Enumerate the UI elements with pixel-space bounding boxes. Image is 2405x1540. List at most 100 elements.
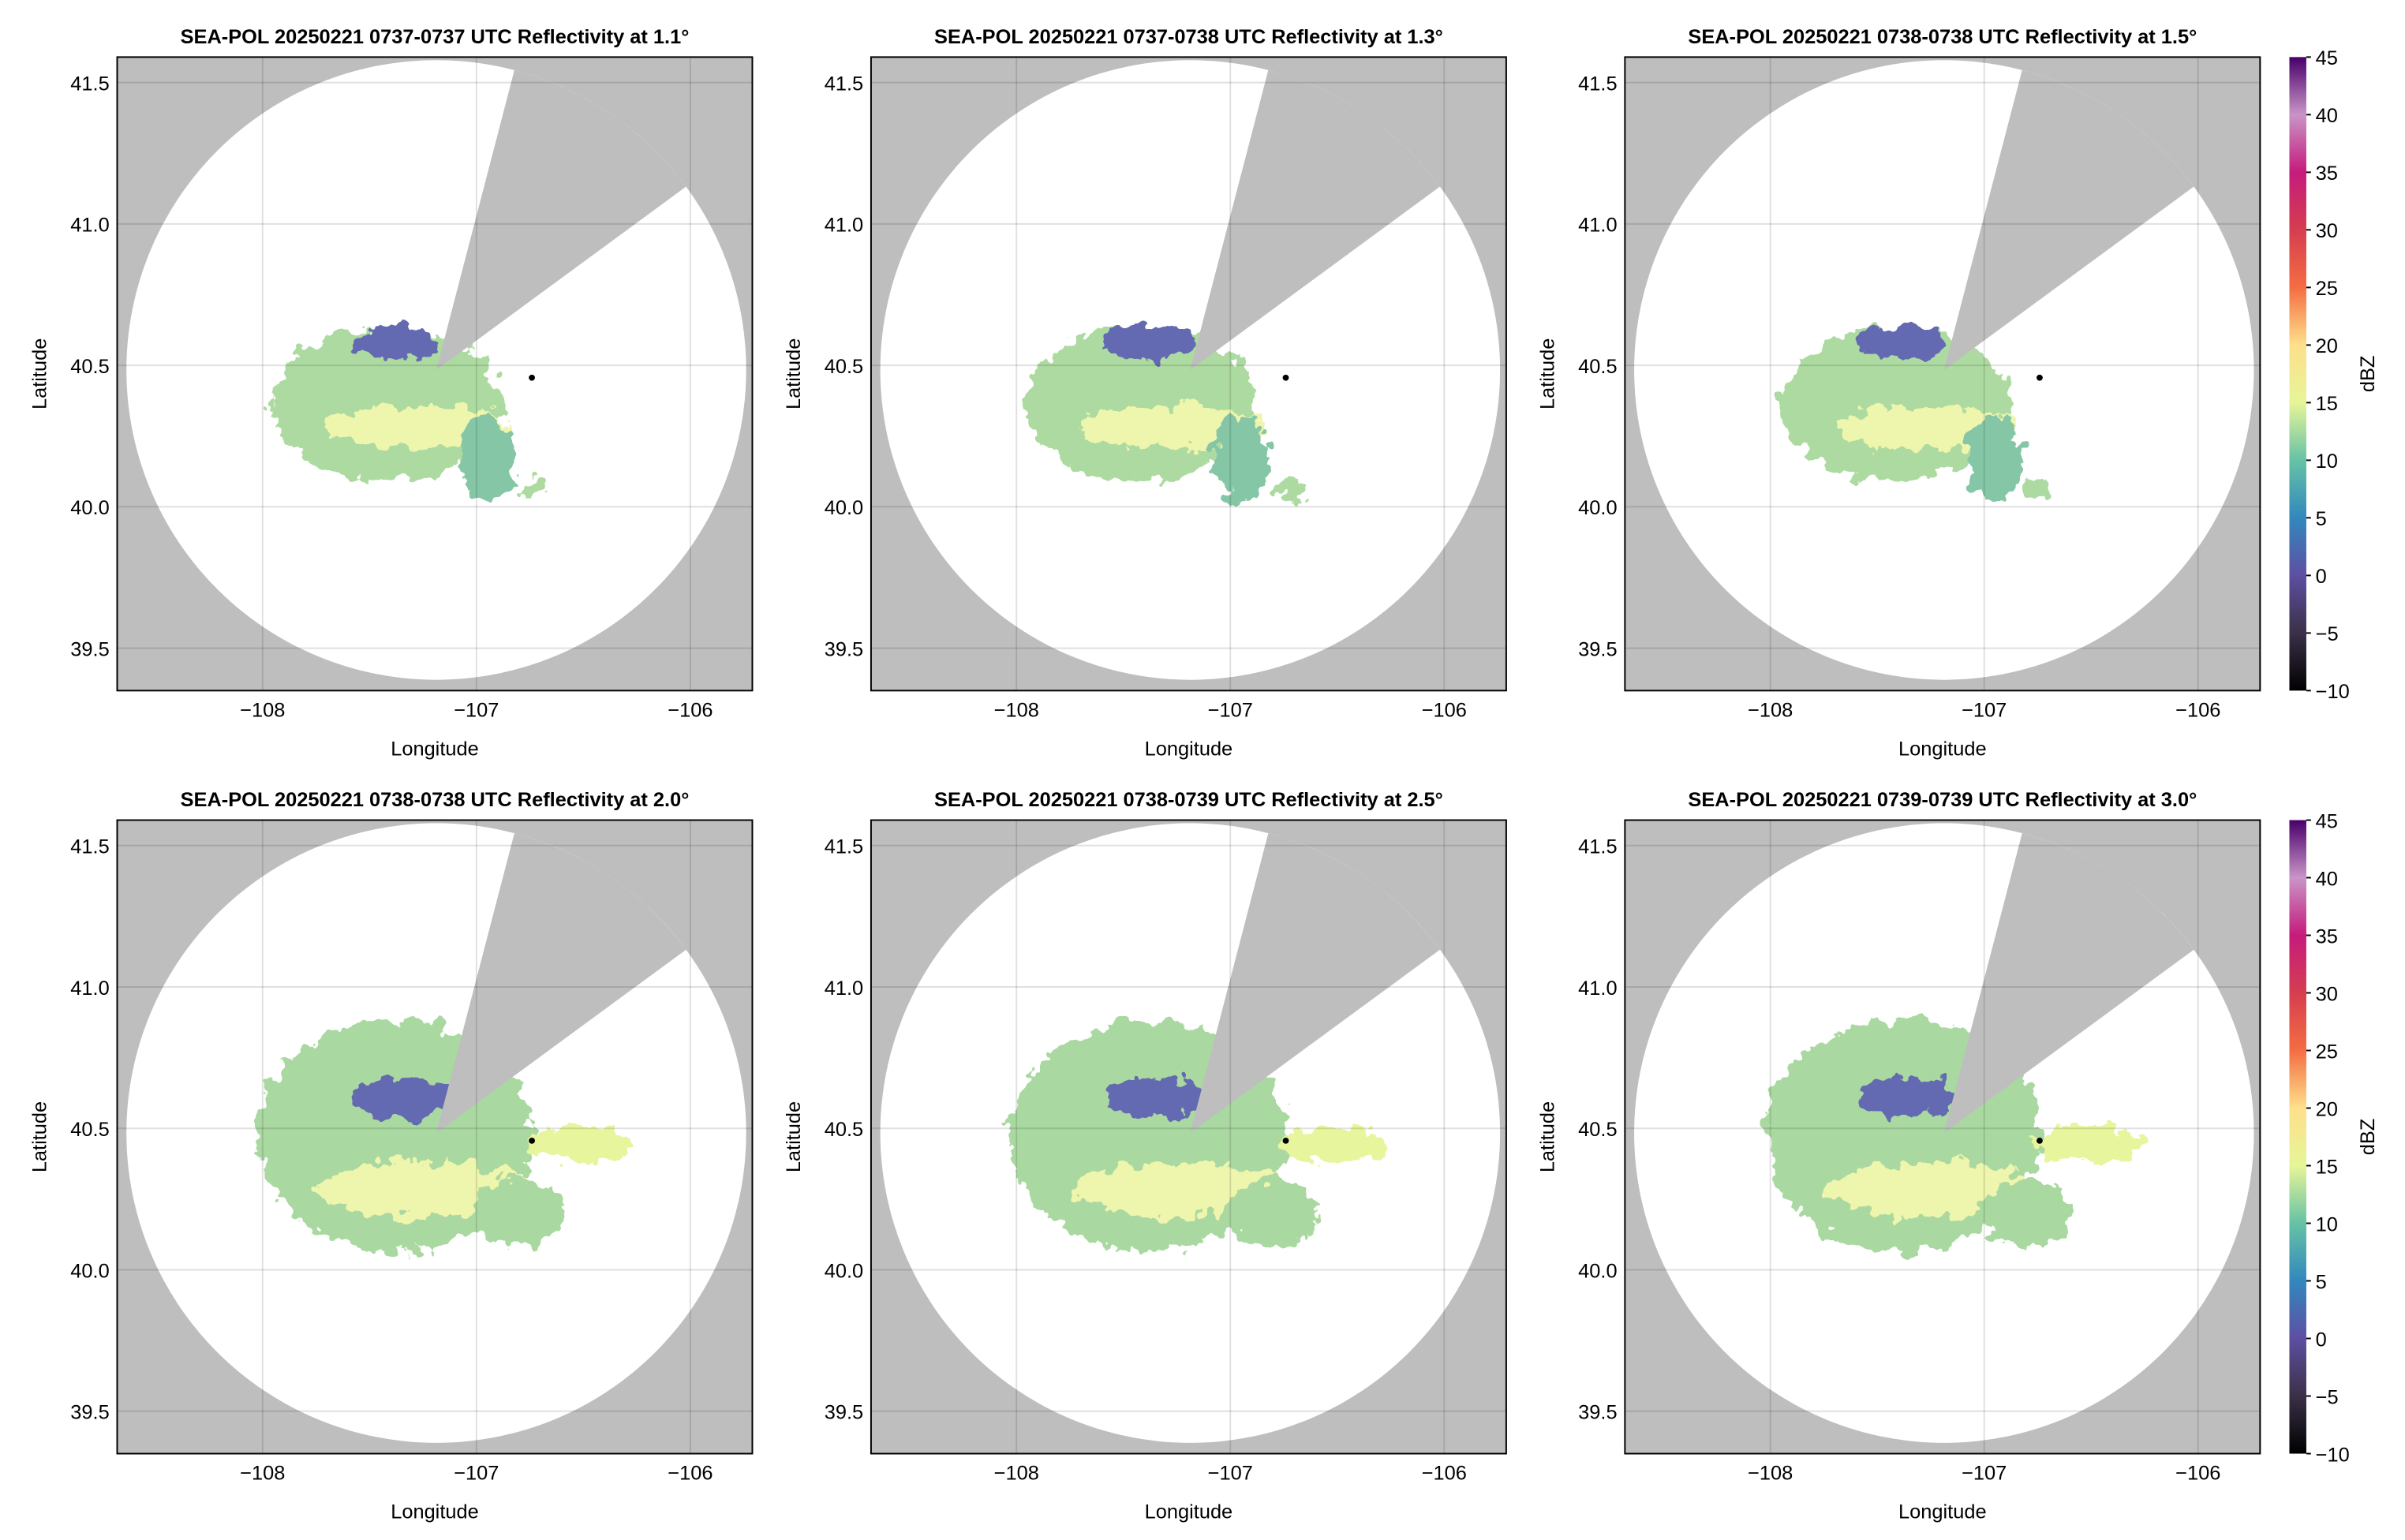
axes-frame — [870, 56, 1507, 692]
echo — [1967, 414, 2023, 502]
site-marker — [1282, 374, 1289, 381]
colorbar-tick-label: 25 — [2316, 1041, 2338, 1063]
echo — [1106, 1077, 1206, 1118]
axes-frame — [1624, 56, 2261, 692]
echo — [459, 414, 515, 502]
blocked-sector — [436, 69, 686, 370]
y-axis-label: Latitude — [783, 1101, 805, 1172]
blocked-sector — [1190, 833, 1440, 1134]
x-tick-label: −106 — [668, 1463, 713, 1485]
x-tick-label: −107 — [1962, 1463, 2007, 1485]
blocked-sector — [1190, 69, 1440, 370]
y-tick-label: 40.0 — [70, 1260, 109, 1282]
y-tick-label: 39.5 — [70, 638, 109, 660]
chart-title: SEA-POL 20250221 0737-0737 UTC Reflectiv… — [181, 26, 690, 48]
y-tick-label: 40.5 — [825, 356, 863, 378]
echo — [1279, 1125, 1388, 1163]
colorbar-tick-label: 30 — [2316, 983, 2338, 1005]
echo — [1213, 414, 1270, 502]
panel: −108 −107 −106 39.5 40.0 40.5 41.0 41.5 SEA-POL … — [29, 26, 754, 760]
x-tick-label: −106 — [668, 700, 713, 722]
y-tick-label: 41.0 — [1578, 977, 1617, 1000]
colorbar-tick-label: −10 — [2316, 681, 2350, 703]
echo — [471, 1179, 565, 1247]
reflectivity-field — [271, 325, 549, 502]
x-axis-label: Longitude — [1145, 738, 1233, 760]
y-tick-label: 41.0 — [1578, 215, 1617, 237]
y-tick-label: 40.0 — [1578, 1260, 1617, 1282]
x-axis-label: Longitude — [391, 738, 479, 760]
echo — [526, 1125, 634, 1163]
x-tick-label: −106 — [2175, 700, 2220, 722]
colorbar-tick-label: 0 — [2316, 1329, 2327, 1351]
x-tick-label: −107 — [1208, 700, 1253, 722]
colorbar-tick-label: 15 — [2316, 393, 2338, 415]
axes-frame — [1624, 819, 2261, 1455]
colorbar-tick-label: −10 — [2316, 1444, 2350, 1466]
x-tick-label: −108 — [1748, 1463, 1793, 1485]
x-axis-label: Longitude — [1898, 738, 1987, 760]
colorbar-tick-label: 20 — [2316, 335, 2338, 357]
colorbar-tick-label: 5 — [2316, 1271, 2327, 1293]
chart-title: SEA-POL 20250221 0738-0738 UTC Reflectiv… — [1688, 26, 2197, 48]
colorbar-tick-label: −5 — [2316, 623, 2339, 645]
panel: −108 −107 −106 39.5 40.0 40.5 41.0 41.5 SEA-POL … — [29, 789, 754, 1523]
y-tick-label: 39.5 — [70, 1402, 109, 1424]
x-tick-label: −107 — [1962, 700, 2007, 722]
x-tick-label: −107 — [1208, 1463, 1253, 1485]
echo — [1271, 479, 1303, 499]
echo — [1861, 1077, 1960, 1118]
y-axis-label: Latitude — [1536, 338, 1558, 409]
y-tick-label: 39.5 — [825, 1402, 863, 1424]
reflectivity-field — [1764, 1020, 2141, 1252]
colorbar-tick-label: −5 — [2316, 1386, 2339, 1408]
colorbar-tick-label: 10 — [2316, 450, 2338, 473]
echo — [518, 479, 549, 499]
y-tick-label: 41.0 — [70, 977, 109, 1000]
x-tick-label: −107 — [454, 1463, 499, 1485]
colorbar-tick-label: 35 — [2316, 163, 2338, 185]
y-tick-label: 41.5 — [825, 836, 863, 858]
colorbar-tick-label: 5 — [2316, 508, 2327, 530]
colorbar — [2289, 820, 2306, 1454]
reflectivity-field — [1779, 325, 2057, 502]
reflectivity-field — [1025, 325, 1303, 502]
echo — [1105, 325, 1192, 360]
echo — [351, 325, 438, 360]
echo — [1859, 325, 1946, 360]
axes-frame — [870, 819, 1507, 1455]
colorbar-tick-label: 20 — [2316, 1098, 2338, 1120]
reflectivity-field — [256, 1020, 634, 1252]
echo — [1979, 1179, 2072, 1247]
x-axis-label: Longitude — [1898, 1501, 1987, 1523]
colorbar-tick-label: 45 — [2316, 47, 2338, 69]
y-tick-label: 40.5 — [70, 1119, 109, 1141]
y-tick-label: 41.5 — [1578, 73, 1617, 95]
colorbar-tick-label: 45 — [2316, 810, 2338, 832]
x-axis-label: Longitude — [391, 1501, 479, 1523]
colorbar-tick-label: 0 — [2316, 566, 2327, 588]
y-tick-label: 39.5 — [1578, 1402, 1617, 1424]
site-marker — [1282, 1137, 1289, 1144]
colorbar-tick-label: 35 — [2316, 925, 2338, 948]
colorbar-tick-label: 10 — [2316, 1213, 2338, 1235]
x-tick-label: −108 — [994, 700, 1039, 722]
y-tick-label: 40.0 — [825, 497, 863, 519]
colorbar-tick-label: 40 — [2316, 105, 2338, 127]
y-axis-label: Latitude — [29, 338, 51, 409]
y-tick-label: 41.0 — [825, 215, 863, 237]
x-tick-label: −106 — [2175, 1463, 2220, 1485]
y-tick-label: 41.5 — [70, 836, 109, 858]
y-tick-label: 39.5 — [825, 638, 863, 660]
site-marker — [529, 1137, 535, 1144]
site-marker — [2037, 374, 2043, 381]
x-tick-label: −108 — [240, 1463, 285, 1485]
x-axis-label: Longitude — [1145, 1501, 1233, 1523]
y-axis-label: Latitude — [29, 1101, 51, 1172]
panel: −108 −107 −106 39.5 40.0 40.5 41.0 41.5 SEA-POL … — [1536, 789, 2378, 1523]
blocked-sector — [1943, 69, 2194, 370]
y-tick-label: 41.0 — [70, 215, 109, 237]
panel: −108 −107 −106 39.5 40.0 40.5 41.0 41.5 SEA-POL … — [1536, 26, 2378, 761]
y-axis-label: Latitude — [1536, 1101, 1558, 1172]
x-tick-label: −106 — [1422, 1463, 1467, 1485]
